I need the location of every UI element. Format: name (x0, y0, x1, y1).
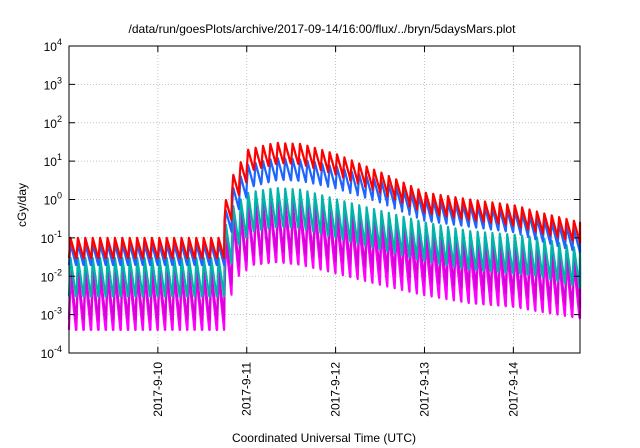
y-tick-label: 10-4 (41, 344, 62, 361)
y-axis-label: cGy/day (15, 183, 29, 227)
ticks (69, 45, 580, 354)
y-tick-label: 10-3 (41, 306, 62, 323)
y-tick-label: 10-1 (41, 229, 62, 246)
y-tick-base: 10 (41, 309, 55, 323)
y-tick-exponent: -3 (54, 306, 62, 316)
y-tick-exponent: -2 (54, 267, 62, 277)
y-tick-base: 10 (41, 270, 55, 284)
y-tick-label: 10-2 (41, 267, 62, 284)
x-tick-label: 2017-9-11 (240, 362, 254, 416)
y-tick-label: 102 (44, 114, 62, 131)
y-tick-exponent: 1 (57, 152, 62, 162)
x-tick-label: 2017-9-14 (506, 362, 520, 417)
series-layer (67, 141, 582, 331)
series-line-series-1 (67, 141, 582, 259)
x-tick-label: 2017-9-10 (151, 362, 165, 417)
y-tick-base: 10 (44, 194, 58, 208)
series-line-series-2 (67, 157, 582, 267)
y-tick-base: 10 (41, 232, 55, 246)
y-tick-exponent: -4 (54, 344, 62, 354)
chart-title: /data/run/goesPlots/archive/2017-09-14/1… (129, 22, 517, 36)
grid (69, 46, 580, 353)
y-tick-base: 10 (44, 40, 58, 54)
y-tick-base: 10 (44, 155, 58, 169)
series-line-series-5 (67, 207, 582, 331)
y-tick-base: 10 (44, 78, 58, 92)
x-tick-labels: 2017-9-10 2017-9-11 2017-9-12 2017-9-13 2017… (151, 362, 520, 417)
y-tick-label: 100 (44, 191, 62, 208)
x-axis-label: Coordinated Universal Time (UTC) (232, 431, 416, 445)
y-tick-exponent: 3 (57, 75, 62, 85)
y-tick-base: 10 (44, 117, 58, 131)
series-line-series-4 (67, 200, 582, 321)
y-tick-base: 10 (41, 347, 55, 361)
y-tick-exponent: 0 (57, 191, 62, 201)
y-tick-label: 104 (44, 37, 62, 54)
y-tick-label: 103 (44, 75, 62, 92)
y-tick-exponent: 2 (57, 114, 62, 124)
y-tick-exponent: 4 (57, 37, 62, 47)
series-line-series-3 (67, 187, 582, 298)
x-tick-label: 2017-9-13 (417, 362, 431, 417)
y-tick-exponent: -1 (54, 229, 62, 239)
y-tick-label: 101 (44, 152, 62, 169)
x-tick-label: 2017-9-12 (329, 362, 343, 417)
